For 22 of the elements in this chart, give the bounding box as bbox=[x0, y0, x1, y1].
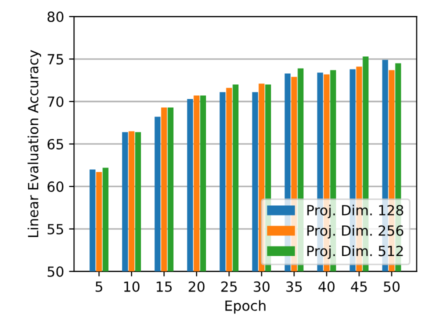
legend-label: Proj. Dim. 256 bbox=[307, 225, 404, 239]
x-tick-label: 30 bbox=[254, 281, 270, 292]
x-tick-label: 40 bbox=[318, 281, 335, 292]
legend-label: Proj. Dim. 512 bbox=[307, 245, 403, 259]
x-tick-label: 45 bbox=[350, 282, 367, 292]
x-tick-label: 15 bbox=[156, 282, 172, 292]
y-tick-label: 70 bbox=[48, 96, 64, 107]
x-tick-label: 35 bbox=[286, 281, 302, 292]
y-tick-label: 50 bbox=[48, 266, 64, 277]
x-tick-label: 50 bbox=[384, 281, 400, 292]
y-axis-title: Linear Evaluation Accuracy bbox=[28, 50, 42, 237]
x-axis-title: Epoch bbox=[225, 300, 266, 314]
x-tick-label: 10 bbox=[124, 281, 140, 292]
y-tick-label: 55 bbox=[48, 224, 64, 234]
y-tick-label: 80 bbox=[48, 12, 64, 22]
y-tick-label: 60 bbox=[48, 181, 64, 192]
x-tick-label: 5 bbox=[96, 282, 102, 292]
legend-label: Proj. Dim. 128 bbox=[307, 204, 404, 218]
x-tick-label: 25 bbox=[221, 281, 237, 292]
y-tick-label: 75 bbox=[48, 54, 64, 65]
y-tick-label: 65 bbox=[48, 138, 64, 150]
x-tick-label: 20 bbox=[188, 281, 204, 292]
